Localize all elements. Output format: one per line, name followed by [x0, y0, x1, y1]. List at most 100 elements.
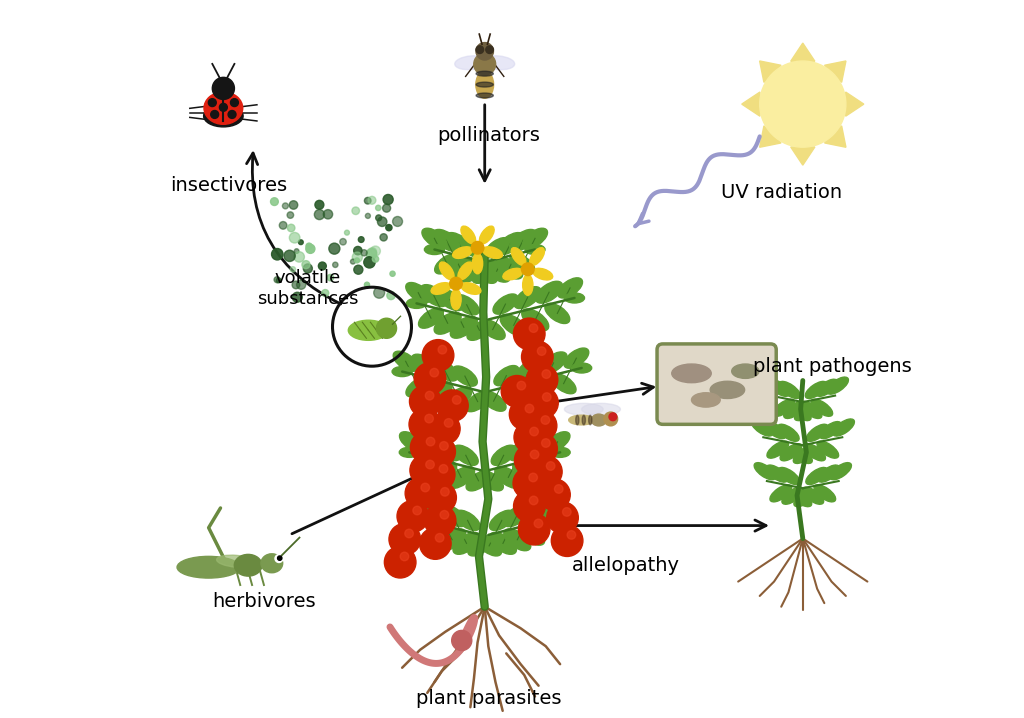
Ellipse shape: [554, 507, 560, 510]
Ellipse shape: [564, 404, 603, 415]
Ellipse shape: [496, 257, 522, 279]
Ellipse shape: [528, 497, 530, 503]
Circle shape: [547, 502, 579, 533]
Ellipse shape: [441, 345, 446, 348]
Ellipse shape: [443, 395, 450, 398]
Circle shape: [526, 387, 558, 419]
Circle shape: [364, 257, 375, 268]
Ellipse shape: [398, 553, 401, 559]
Ellipse shape: [234, 554, 262, 576]
Circle shape: [521, 341, 553, 373]
Ellipse shape: [544, 415, 550, 418]
Ellipse shape: [558, 530, 564, 533]
Ellipse shape: [443, 510, 449, 513]
Ellipse shape: [537, 518, 543, 521]
Circle shape: [228, 111, 236, 118]
Ellipse shape: [420, 484, 422, 490]
Circle shape: [361, 250, 368, 256]
Ellipse shape: [565, 526, 568, 531]
Circle shape: [386, 225, 392, 230]
Ellipse shape: [461, 226, 475, 244]
Ellipse shape: [434, 528, 437, 534]
Ellipse shape: [434, 534, 437, 540]
Ellipse shape: [521, 426, 527, 429]
Ellipse shape: [545, 462, 548, 468]
Text: plant parasites: plant parasites: [417, 689, 562, 708]
Ellipse shape: [520, 525, 545, 545]
Ellipse shape: [421, 368, 427, 370]
Text: herbivores: herbivores: [212, 592, 316, 611]
Circle shape: [383, 204, 390, 213]
Ellipse shape: [778, 381, 801, 398]
Ellipse shape: [534, 449, 539, 452]
Circle shape: [373, 256, 379, 262]
Circle shape: [333, 262, 338, 268]
Polygon shape: [846, 92, 864, 116]
Ellipse shape: [591, 414, 606, 426]
Circle shape: [384, 546, 416, 578]
Ellipse shape: [503, 269, 522, 280]
Ellipse shape: [516, 404, 522, 406]
Circle shape: [392, 217, 402, 226]
Ellipse shape: [764, 421, 786, 439]
Circle shape: [290, 266, 296, 272]
Circle shape: [366, 213, 371, 218]
Circle shape: [322, 289, 329, 297]
Ellipse shape: [532, 457, 557, 477]
Ellipse shape: [752, 419, 773, 436]
Circle shape: [425, 391, 434, 400]
Polygon shape: [760, 126, 781, 147]
Circle shape: [377, 318, 396, 338]
Circle shape: [344, 230, 349, 235]
Circle shape: [302, 261, 310, 269]
Ellipse shape: [780, 444, 802, 461]
Ellipse shape: [500, 314, 527, 336]
Ellipse shape: [412, 507, 415, 513]
Ellipse shape: [754, 462, 776, 480]
Circle shape: [426, 437, 435, 446]
Ellipse shape: [510, 253, 535, 274]
Circle shape: [411, 432, 442, 463]
Circle shape: [327, 274, 334, 281]
Circle shape: [518, 513, 550, 545]
Ellipse shape: [428, 363, 431, 369]
Ellipse shape: [428, 369, 431, 375]
Ellipse shape: [549, 461, 555, 464]
Ellipse shape: [522, 228, 548, 248]
Ellipse shape: [565, 507, 571, 510]
Circle shape: [400, 552, 409, 561]
Ellipse shape: [429, 345, 435, 348]
Ellipse shape: [794, 447, 815, 463]
Ellipse shape: [428, 414, 433, 416]
Ellipse shape: [522, 275, 532, 295]
Ellipse shape: [520, 381, 525, 383]
Circle shape: [318, 262, 327, 270]
Ellipse shape: [412, 500, 437, 520]
Ellipse shape: [795, 404, 816, 421]
Circle shape: [609, 413, 616, 421]
Ellipse shape: [412, 354, 438, 376]
Ellipse shape: [732, 364, 759, 378]
Ellipse shape: [492, 445, 516, 465]
Ellipse shape: [442, 464, 447, 467]
Ellipse shape: [439, 488, 442, 494]
Circle shape: [219, 103, 227, 111]
Ellipse shape: [458, 262, 473, 280]
Circle shape: [562, 508, 571, 516]
Circle shape: [476, 46, 483, 53]
Circle shape: [292, 292, 302, 302]
Ellipse shape: [800, 401, 822, 419]
Circle shape: [387, 292, 395, 299]
Ellipse shape: [551, 373, 577, 393]
Ellipse shape: [541, 365, 544, 370]
Ellipse shape: [532, 269, 553, 280]
Circle shape: [428, 413, 460, 444]
Circle shape: [530, 456, 562, 488]
Ellipse shape: [561, 508, 564, 514]
Circle shape: [389, 523, 421, 555]
Ellipse shape: [536, 281, 562, 303]
Ellipse shape: [532, 426, 539, 429]
Ellipse shape: [691, 393, 720, 407]
Ellipse shape: [523, 399, 526, 405]
Ellipse shape: [817, 441, 839, 458]
